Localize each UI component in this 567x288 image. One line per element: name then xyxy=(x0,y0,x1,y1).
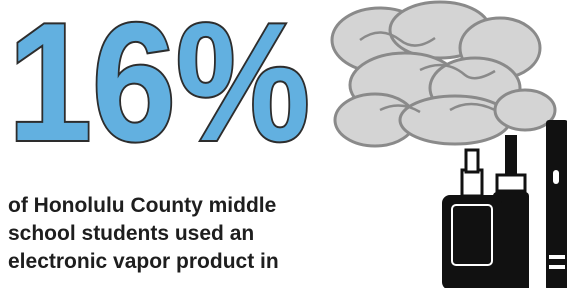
body-line: of Honolulu County middle xyxy=(8,194,276,217)
headline-stat: 16% xyxy=(8,0,310,176)
body-line: school students used an xyxy=(8,222,254,245)
body-line: electronic vapor product in xyxy=(8,250,279,273)
smoke-cloud xyxy=(332,2,555,146)
infographic: 16% of Honolulu County middle school stu… xyxy=(0,0,567,288)
